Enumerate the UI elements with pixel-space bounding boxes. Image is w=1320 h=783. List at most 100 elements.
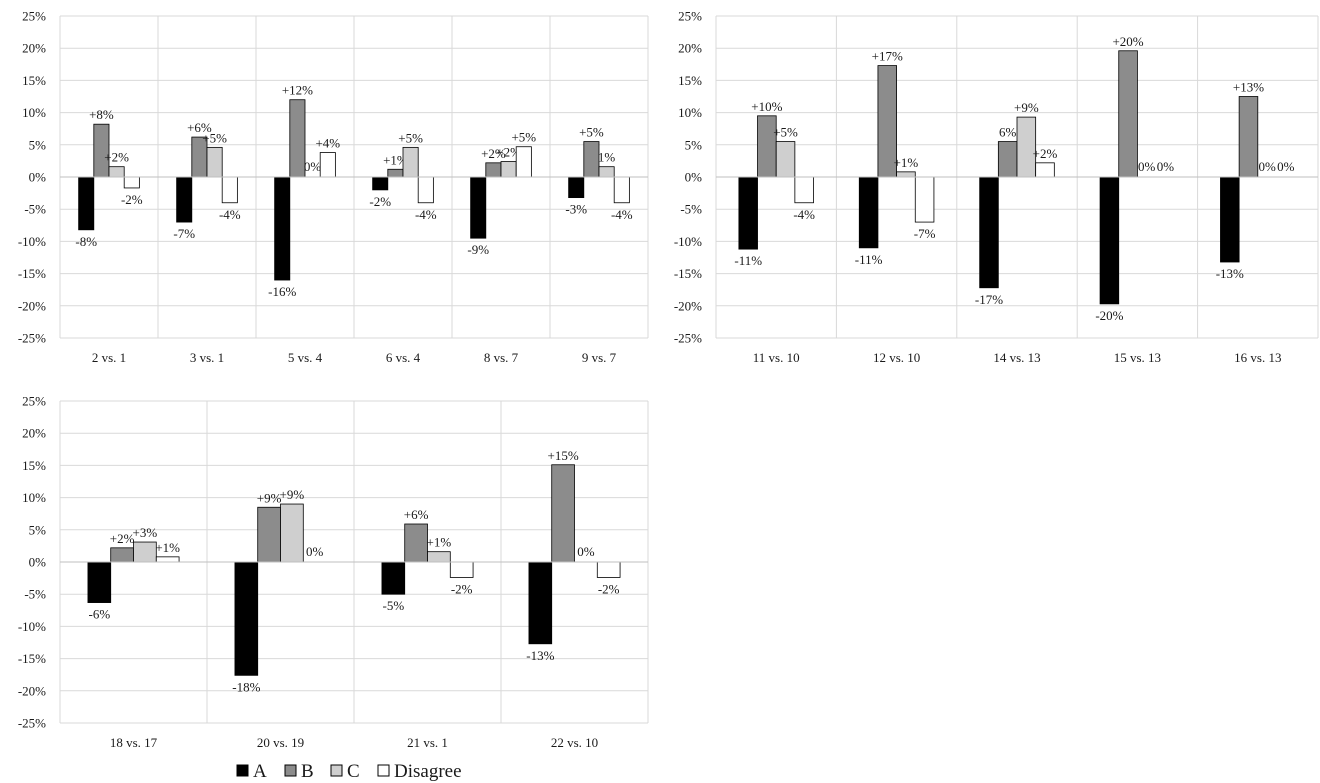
y-tick-label: 15% (22, 73, 46, 88)
bar-disagree (155, 556, 180, 563)
data-label: -6% (88, 607, 110, 622)
bar-c (598, 166, 615, 178)
y-tick-label: 5% (29, 522, 47, 537)
data-label: +9% (280, 487, 305, 502)
data-label: +20% (1112, 34, 1143, 49)
data-label: -2% (369, 194, 391, 209)
data-label: +12% (282, 83, 313, 98)
x-category-label: 6 vs. 4 (386, 350, 421, 365)
bar-b (257, 506, 281, 563)
legend-label-b: B (301, 761, 314, 782)
y-tick-label: -5% (24, 202, 46, 217)
y-tick-label: -10% (18, 234, 46, 249)
bar-a (738, 176, 758, 250)
data-label: -2% (598, 581, 620, 596)
data-label: +2% (1033, 146, 1058, 161)
data-label: +5% (773, 125, 798, 140)
legend-label-a: A (253, 761, 267, 782)
data-label: +2% (481, 146, 506, 161)
data-label: +2% (104, 150, 129, 165)
data-label: +1% (894, 155, 919, 170)
data-label: -20% (1095, 308, 1123, 323)
bar-a (528, 561, 553, 645)
data-label: -9% (467, 242, 489, 257)
y-tick-label: 0% (29, 170, 47, 185)
y-tick-label: -20% (674, 298, 702, 313)
bar-disagree (449, 561, 474, 578)
y-tick-label: 20% (22, 426, 46, 441)
bar-a (274, 176, 291, 281)
y-tick-label: -20% (18, 683, 46, 698)
chart-panel-top-left: 25% 20% 15% 10% 5% 0% -5% -10% -15% -20% -25% 2 vs.… (18, 9, 649, 365)
legend-swatch-b (284, 764, 297, 777)
data-label: -18% (232, 679, 260, 694)
data-label: -8% (75, 234, 97, 249)
x-category-label: 9 vs. 7 (582, 350, 617, 365)
x-category-label: 11 vs. 10 (753, 350, 800, 365)
y-tick-label: 20% (678, 41, 702, 56)
data-label: 1% (598, 150, 616, 165)
y-tick-label: -15% (18, 651, 46, 666)
y-tick-label: 0% (685, 170, 703, 185)
data-label: -11% (855, 252, 883, 267)
data-label: -3% (565, 202, 587, 217)
y-tick-label: 15% (22, 458, 46, 473)
data-label: -4% (415, 207, 437, 222)
data-label: -17% (975, 292, 1003, 307)
data-label: +4% (315, 136, 340, 151)
x-category-label: 20 vs. 19 (257, 735, 304, 750)
x-category-label: 21 vs. 1 (407, 735, 448, 750)
bar-disagree (596, 561, 621, 578)
data-label: +1% (155, 540, 180, 555)
legend-label-c: C (347, 761, 360, 782)
chart-panel-top-right: 25% 20% 15% 10% 5% 0% -5% -10% -15% -20% -25% 11 vs… (674, 9, 1319, 365)
legend-label-disagree: Disagree (394, 761, 462, 782)
bar-a (78, 176, 95, 231)
y-tick-label: -5% (24, 587, 46, 602)
x-category-label: 12 vs. 10 (873, 350, 920, 365)
x-category-label: 22 vs. 10 (551, 735, 598, 750)
y-tick-label: 5% (29, 137, 47, 152)
x-category-label: 2 vs. 1 (92, 350, 126, 365)
y-tick-label: -20% (18, 298, 46, 313)
bar-disagree (221, 176, 238, 204)
bar-a (979, 176, 999, 289)
x-category-label: 18 vs. 17 (110, 735, 158, 750)
bar-disagree (1035, 162, 1055, 178)
data-label: +1% (383, 152, 408, 167)
bar-disagree (914, 176, 935, 223)
data-label: +5% (398, 130, 423, 145)
bar-b (485, 162, 502, 178)
data-label: +9% (1014, 100, 1039, 115)
data-label: +3% (133, 525, 158, 540)
y-tick-label: -10% (674, 234, 702, 249)
bar-b (583, 141, 600, 178)
data-label: +2% (110, 531, 135, 546)
y-tick-label: -25% (18, 716, 46, 731)
data-label: 0% (306, 544, 324, 559)
bar-disagree (794, 176, 814, 204)
data-label: +6% (187, 120, 212, 135)
bar-a (1220, 176, 1240, 263)
y-tick-label: 10% (678, 105, 702, 120)
data-label: 0% (1157, 159, 1175, 174)
bar-a (372, 176, 389, 191)
data-label: 0% (1277, 159, 1295, 174)
chart-legend: A B C Disagree (236, 761, 462, 782)
bar-a (568, 176, 585, 199)
data-label: -13% (526, 648, 554, 663)
bar-c (427, 551, 451, 563)
y-tick-label: 20% (22, 41, 46, 56)
bar-b (110, 547, 134, 563)
data-label: -7% (173, 226, 195, 241)
bar-disagree (613, 176, 630, 204)
data-label: +9% (257, 490, 282, 505)
x-category-label: 8 vs. 7 (484, 350, 519, 365)
legend-swatch-a (236, 764, 249, 777)
data-label: -4% (219, 207, 241, 222)
bar-a (234, 561, 259, 676)
data-label: +10% (751, 99, 782, 114)
bar-c (280, 503, 304, 563)
bar-c (402, 146, 419, 178)
